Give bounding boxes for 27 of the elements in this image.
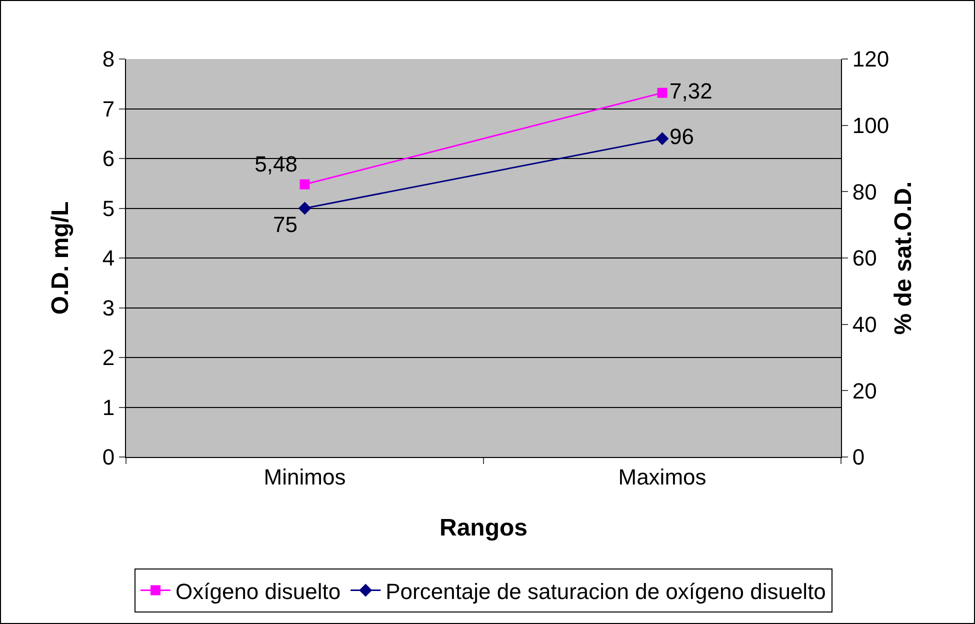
y2-tick-label: 80 bbox=[852, 179, 877, 204]
data-label: 7,32 bbox=[670, 78, 712, 104]
x-tick-label: Maximos bbox=[618, 464, 706, 490]
data-label: 5,48 bbox=[254, 152, 298, 177]
y-tick-label: 1 bbox=[102, 394, 115, 420]
y2-axis-title: % de sat.O.D. bbox=[890, 181, 917, 335]
y-tick-label: 5 bbox=[102, 196, 115, 221]
legend-label: Porcentaje de saturacion de oxígeno disuelto bbox=[386, 578, 826, 604]
y-tick-label: 3 bbox=[102, 295, 115, 320]
x-tick-label: Minimos bbox=[264, 464, 346, 490]
y-tick-label: 0 bbox=[102, 444, 115, 470]
y2-tick-label: 0 bbox=[852, 444, 865, 470]
x-axis-title: Rangos bbox=[439, 514, 528, 542]
y-axis-title: O.D. mg/L bbox=[47, 201, 74, 315]
y-tick-label: 6 bbox=[102, 146, 115, 172]
y-tick-label: 7 bbox=[102, 96, 115, 122]
y2-tick-label: 100 bbox=[852, 113, 890, 138]
data-label: 75 bbox=[273, 212, 298, 237]
y2-tick-label: 20 bbox=[852, 378, 877, 404]
y-tick-label: 2 bbox=[102, 345, 115, 370]
y2-tick-label: 40 bbox=[852, 312, 877, 338]
y2-tick-label: 60 bbox=[852, 246, 877, 271]
legend-label: Oxígeno disuelto bbox=[176, 578, 341, 604]
y-tick-label: 4 bbox=[102, 246, 115, 271]
data-label: 96 bbox=[670, 124, 694, 150]
y-tick-label: 8 bbox=[102, 46, 115, 72]
y2-tick-label: 120 bbox=[852, 46, 890, 72]
